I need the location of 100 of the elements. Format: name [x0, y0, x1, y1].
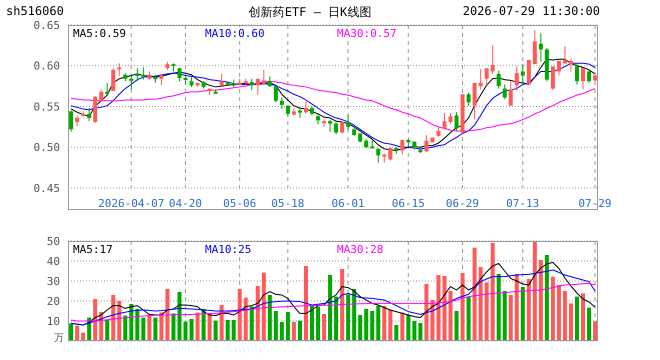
candlestick: [298, 106, 302, 118]
bar: [544, 255, 549, 341]
candlestick: [400, 139, 404, 156]
bar: [123, 316, 128, 341]
y-tick-label: 0.60: [34, 60, 60, 73]
bar: [520, 287, 525, 341]
candlestick: [581, 68, 586, 90]
bar: [196, 312, 200, 341]
x-tick-label: 05-18: [271, 197, 304, 210]
candlestick: [99, 88, 104, 102]
candlestick: [454, 112, 459, 132]
candlestick: [508, 80, 513, 106]
candlestick: [262, 69, 266, 86]
candlestick: [520, 64, 525, 85]
candlestick: [448, 112, 453, 124]
bar: [226, 320, 230, 341]
bar: [262, 272, 266, 341]
bar: [171, 313, 176, 341]
candlestick: [111, 68, 116, 92]
y-tick-label: 0.45: [34, 182, 60, 195]
candlestick: [514, 66, 519, 92]
candlestick: [587, 69, 592, 84]
bar: [526, 279, 531, 341]
bar: [75, 326, 80, 341]
candlestick: [286, 105, 290, 117]
candlestick: [117, 62, 122, 76]
bar: [370, 311, 374, 341]
bar: [274, 311, 278, 341]
y-axis-title: 万: [54, 332, 64, 345]
x-tick-label: 04-20: [168, 197, 202, 210]
bar: [460, 273, 465, 341]
bar: [587, 308, 592, 341]
bar: [496, 274, 501, 341]
candlestick: [190, 76, 194, 88]
candlestick: [328, 119, 332, 132]
bar: [316, 306, 320, 341]
bar: [346, 294, 350, 341]
candlestick: [593, 72, 598, 84]
candlestick: [478, 68, 483, 90]
candlestick: [472, 82, 477, 120]
bar: [490, 243, 495, 341]
bar: [93, 299, 98, 341]
bar: [111, 295, 116, 341]
candlestick: [256, 78, 260, 96]
bar: [238, 289, 242, 341]
candlestick: [274, 86, 278, 103]
bar: [394, 325, 398, 341]
candlestick: [334, 120, 338, 135]
bar: [424, 284, 428, 341]
candlestick: [376, 148, 380, 164]
candlestick: [129, 75, 134, 90]
bar: [214, 320, 218, 341]
x-tick-label: 07-29: [578, 197, 612, 210]
bar: [286, 312, 290, 341]
candlestick: [316, 114, 320, 125]
candlestick: [538, 32, 543, 62]
bar: [322, 314, 326, 341]
candlestick: [346, 114, 350, 131]
bar: [244, 298, 248, 341]
x-tick-label: 05-06: [223, 197, 256, 210]
bar: [472, 248, 477, 341]
candlestick: [388, 146, 392, 161]
candlestick: [490, 44, 495, 74]
bar: [135, 309, 140, 341]
bar: [430, 300, 434, 341]
text: sh516060: [6, 4, 64, 18]
candlestick: [352, 126, 356, 136]
candlestick: [220, 73, 224, 87]
candlestick: [250, 78, 254, 91]
bar: [454, 311, 459, 341]
candlestick: [105, 82, 110, 95]
bar: [310, 305, 314, 341]
candlestick: [75, 114, 80, 127]
bar: [556, 285, 561, 341]
x-tick-label: 06-29: [446, 197, 480, 210]
bar: [340, 269, 344, 341]
x-tick-label: 06-15: [392, 197, 425, 210]
candlestick: [556, 60, 561, 76]
bar: [352, 289, 356, 341]
chart-title: 创新药ETF — 日K线图: [248, 5, 372, 19]
bar: [280, 322, 284, 341]
bar: [165, 289, 170, 341]
bar: [400, 312, 404, 341]
bar: [376, 306, 380, 341]
bar: [484, 282, 489, 341]
bar: [502, 291, 507, 341]
text: MA5:17: [73, 243, 113, 256]
candlestick: [141, 66, 146, 80]
candlestick: [135, 68, 140, 82]
bar: [448, 291, 453, 341]
candlestick: [436, 126, 440, 138]
candlestick: [568, 58, 573, 72]
bar: [550, 276, 555, 341]
candlestick: [562, 46, 567, 65]
bar: [358, 315, 362, 341]
bar: [232, 320, 236, 341]
bar: [117, 301, 122, 341]
bar: [147, 314, 152, 341]
bar: [298, 320, 302, 341]
x-tick-label: 06-01: [331, 197, 365, 210]
